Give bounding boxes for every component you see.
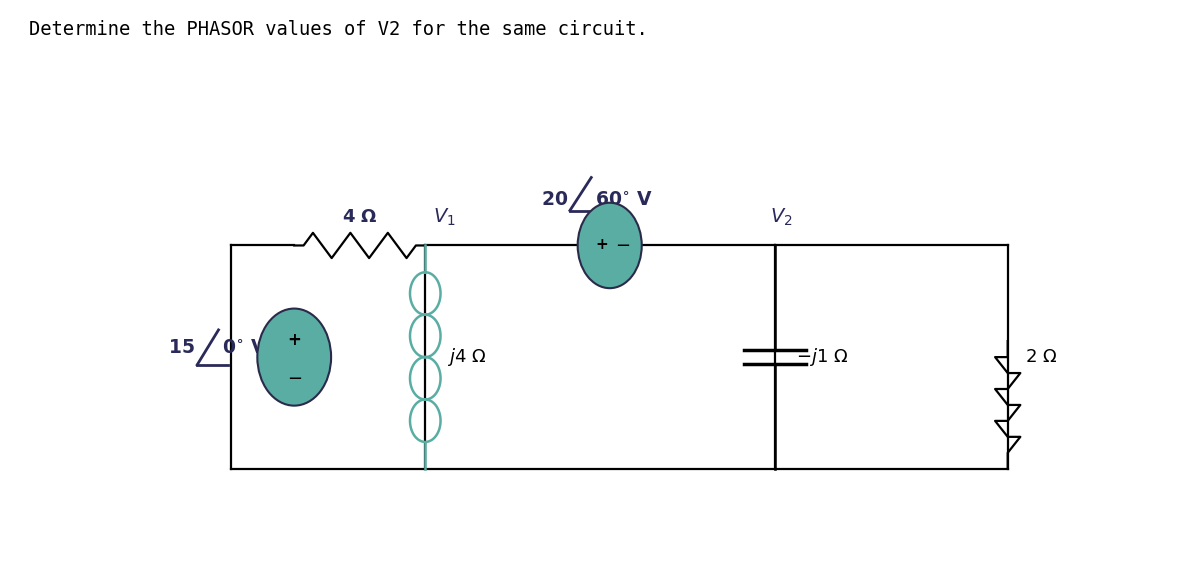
Text: $V_1$: $V_1$ xyxy=(433,207,456,228)
Text: $-$: $-$ xyxy=(287,368,301,386)
Text: $\mathbf{15}$: $\mathbf{15}$ xyxy=(168,338,196,358)
Text: $2\ \Omega$: $2\ \Omega$ xyxy=(1025,348,1057,366)
Text: Determine the PHASOR values of V2 for the same circuit.: Determine the PHASOR values of V2 for th… xyxy=(29,20,648,39)
Text: +: + xyxy=(595,237,608,252)
Text: $\mathbf{60^{\circ}\ V}$: $\mathbf{60^{\circ}\ V}$ xyxy=(595,190,653,209)
Text: $j4\ \Omega$: $j4\ \Omega$ xyxy=(446,346,486,368)
Text: $-j1\ \Omega$: $-j1\ \Omega$ xyxy=(796,346,848,368)
Text: +: + xyxy=(287,330,301,349)
Text: $\mathbf{20}$: $\mathbf{20}$ xyxy=(541,190,568,209)
Text: $-$: $-$ xyxy=(614,235,630,253)
Ellipse shape xyxy=(577,203,642,288)
Ellipse shape xyxy=(257,309,331,406)
Text: $\mathbf{0^{\circ}\ V}$: $\mathbf{0^{\circ}\ V}$ xyxy=(222,338,266,358)
Text: $\mathbf{4\ \Omega}$: $\mathbf{4\ \Omega}$ xyxy=(342,208,377,226)
Text: $V_2$: $V_2$ xyxy=(770,207,792,228)
